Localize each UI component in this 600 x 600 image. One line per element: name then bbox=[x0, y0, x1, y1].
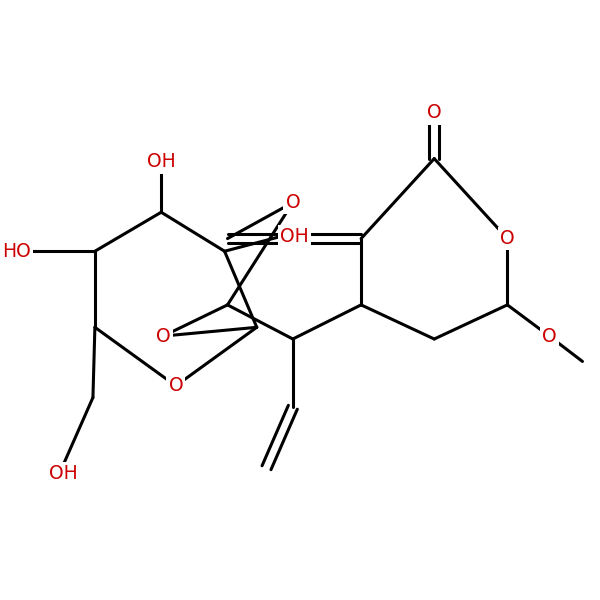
Text: OH: OH bbox=[147, 152, 176, 171]
Text: O: O bbox=[169, 376, 183, 395]
Text: OH: OH bbox=[280, 227, 309, 246]
Text: O: O bbox=[542, 326, 557, 346]
Text: HO: HO bbox=[2, 242, 31, 261]
Text: O: O bbox=[156, 326, 170, 346]
Text: O: O bbox=[427, 103, 442, 122]
Text: O: O bbox=[500, 229, 515, 248]
Text: OH: OH bbox=[49, 464, 78, 483]
Text: O: O bbox=[286, 193, 300, 212]
